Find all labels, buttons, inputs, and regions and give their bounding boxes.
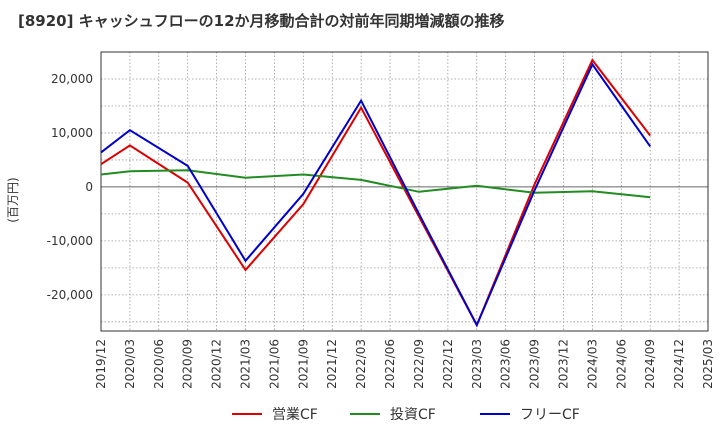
x-tick-label: 2021/12 — [325, 339, 339, 389]
legend-label: 営業CF — [272, 407, 318, 423]
x-tick-label: 2020/12 — [210, 339, 224, 389]
x-tick-label: 2025/03 — [701, 339, 715, 389]
x-tick-label: 2022/12 — [441, 339, 455, 389]
x-tick-label: 2024/12 — [672, 339, 686, 389]
x-tick-label: 2021/03 — [239, 339, 253, 389]
y-tick-label: 0 — [85, 180, 93, 194]
y-tick-label: -20,000 — [47, 288, 93, 302]
x-tick-label: 2021/06 — [267, 339, 281, 389]
series-line — [100, 62, 652, 328]
chart-title: [8920] キャッシュフローの12か月移動合計の対前年同期増減額の推移 — [18, 12, 505, 30]
series-line — [100, 169, 651, 199]
y-tick-label: 10,000 — [51, 126, 93, 140]
legend-label: フリーCF — [520, 407, 580, 423]
x-tick-label: 2023/09 — [528, 339, 542, 389]
legend-label: 投資CF — [390, 407, 436, 423]
x-tick-label: 2023/03 — [470, 339, 484, 389]
x-tick-label: 2020/03 — [123, 339, 137, 389]
plot-frame — [100, 51, 709, 332]
x-tick-label: 2020/06 — [152, 339, 166, 389]
x-tick-label: 2024/09 — [643, 339, 657, 389]
x-tick-label: 2020/09 — [181, 339, 195, 389]
x-tick-label: 2024/03 — [585, 339, 599, 389]
x-tick-label: 2019/12 — [94, 339, 108, 389]
y-axis-label: (百万円) — [6, 177, 20, 222]
x-tick-label: 2024/06 — [614, 339, 628, 389]
y-tick-label: -10,000 — [47, 234, 93, 248]
x-tick-label: 2023/06 — [499, 339, 513, 389]
x-tick-label: 2021/09 — [296, 339, 310, 389]
x-tick-label: 2022/09 — [412, 339, 426, 389]
x-tick-label: 2022/03 — [354, 339, 368, 389]
x-tick-label: 2022/06 — [383, 339, 397, 389]
y-tick-label: 20,000 — [51, 72, 93, 86]
x-tick-label: 2023/12 — [556, 339, 570, 389]
